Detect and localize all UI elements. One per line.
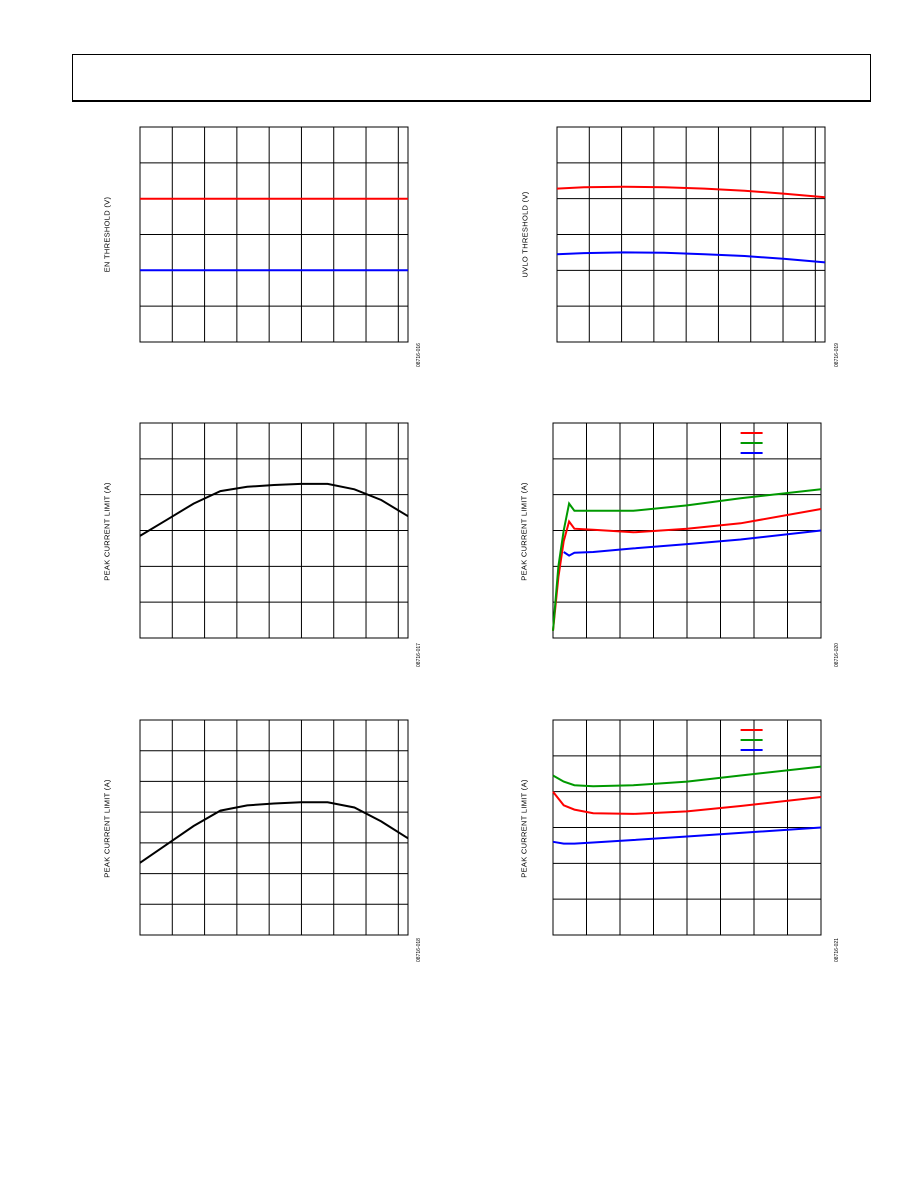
chart-peak-current-limit-4-plot — [552, 719, 822, 936]
series-line-3 — [563, 529, 822, 557]
figure-id: 08716-021 — [834, 938, 840, 962]
plot-frame — [139, 719, 409, 936]
plot-frame — [139, 126, 409, 343]
figure-id: 08716-018 — [416, 938, 422, 962]
series-line-2 — [556, 251, 826, 264]
y-axis-label: PEAK CURRENT LIMIT (A) — [519, 482, 529, 581]
series-line-2 — [552, 488, 822, 631]
series-line-2 — [552, 765, 822, 788]
y-axis-label: PEAK CURRENT LIMIT (A) — [519, 779, 529, 878]
plot-frame — [556, 126, 826, 343]
chart-peak-current-limit-2-plot — [552, 422, 822, 639]
y-axis-label: EN THRESHOLD (V) — [102, 196, 112, 273]
figure-id: 08716-020 — [834, 643, 840, 667]
figure-id: 08716-019 — [834, 343, 840, 367]
series-line-3 — [552, 826, 822, 845]
series-line-1 — [139, 482, 409, 537]
series-line-1 — [139, 801, 409, 864]
chart-uvlo-threshold-plot — [556, 126, 826, 343]
series-line-1 — [552, 508, 822, 631]
y-axis-label: PEAK CURRENT LIMIT (A) — [102, 779, 112, 878]
chart-en-threshold-plot — [139, 126, 409, 343]
y-axis-label: UVLO THRESHOLD (V) — [520, 191, 530, 278]
chart-peak-current-limit-3-plot — [139, 719, 409, 936]
series-line-1 — [552, 791, 822, 815]
figure-id: 08716-016 — [416, 343, 422, 367]
series-line-1 — [556, 185, 826, 199]
figure-id: 08716-017 — [416, 643, 422, 667]
chart-peak-current-limit-1-plot — [139, 422, 409, 639]
y-axis-label: PEAK CURRENT LIMIT (A) — [102, 482, 112, 581]
plot-frame — [139, 422, 409, 639]
page-header-box — [72, 54, 871, 102]
